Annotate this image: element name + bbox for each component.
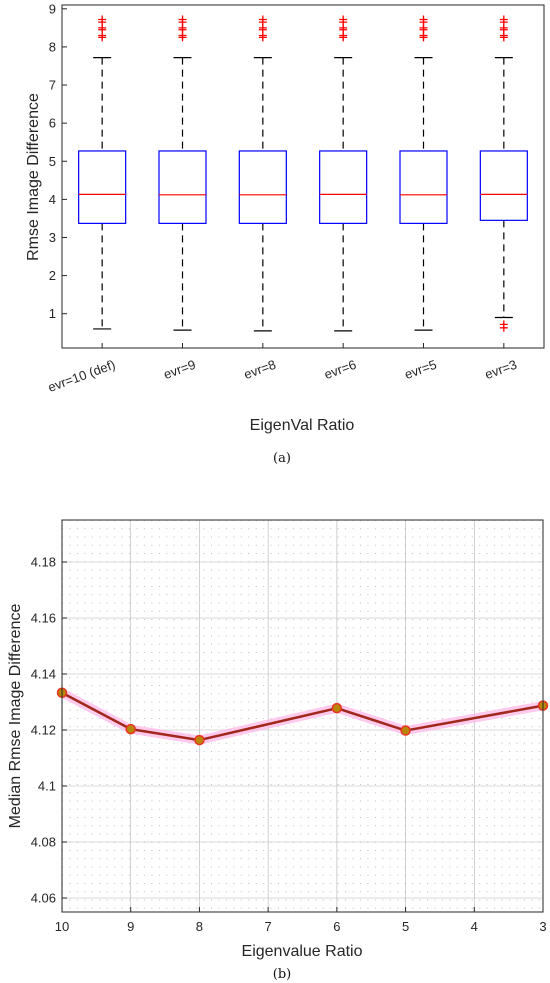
y-tick-label: 4	[49, 192, 56, 207]
x-tick-label: 3	[539, 919, 546, 934]
box	[399, 150, 448, 224]
y-tick-label: 7	[49, 78, 56, 93]
caption-b: (b)	[273, 967, 291, 982]
outlier-marker	[98, 15, 107, 24]
x-tick-label: 9	[127, 919, 134, 934]
box-group	[319, 15, 368, 332]
series-line	[61, 691, 544, 742]
box	[319, 150, 368, 224]
box-group	[479, 15, 528, 332]
box-group	[399, 15, 448, 331]
x-tick-label: evr=3	[483, 357, 519, 382]
line-chart: 4.06 4.08 4.1 4.12 4.14 4.16 4.18 10 9 8 7 6 5 4 3 Me…	[7, 519, 549, 982]
box-group	[78, 15, 127, 330]
box-group	[158, 15, 207, 331]
data-point-marker	[400, 725, 411, 736]
data-point-marker	[331, 702, 343, 714]
y-tick-label: 8	[49, 39, 56, 54]
box	[158, 150, 207, 224]
x-axis-label: Eigenvalue Ratio	[242, 943, 363, 960]
y-tick-label: 1	[49, 306, 56, 321]
outlier-marker	[178, 15, 187, 24]
x-tick-label: evr=6	[322, 357, 358, 382]
outlier-marker	[258, 15, 267, 24]
y-tick-label: 6	[49, 116, 56, 131]
x-axis-label: EigenVal Ratio	[250, 417, 355, 434]
y-tick-label: 4.1	[38, 779, 56, 794]
data-point-marker	[125, 723, 136, 735]
outlier-marker	[499, 15, 508, 24]
y-tick-label: 4.18	[31, 555, 56, 570]
box-group	[238, 15, 287, 332]
y-tick-label: 4.08	[31, 835, 56, 850]
boxplot-chart: 1 2 3 4 5 6 7 8 9 evr=10 (def) evr=9 evr=8 evr=6 evr…	[25, 1, 545, 466]
y-tick-label: 4.12	[31, 723, 56, 738]
y-tick-label: 9	[49, 1, 56, 16]
outlier-marker	[499, 320, 508, 329]
y-axis-label: Median Rmse Image Difference	[7, 604, 24, 829]
x-tick-label: evr=9	[161, 357, 197, 382]
box	[479, 150, 528, 221]
y-tick-label: 2	[49, 268, 56, 283]
x-tick-label: 8	[196, 919, 203, 934]
outlier-marker	[339, 15, 348, 24]
x-tick-label: evr=8	[242, 357, 278, 382]
y-tick-label: 4.16	[31, 611, 56, 626]
outlier-marker	[419, 15, 428, 24]
box	[238, 150, 287, 224]
data-point-marker	[194, 734, 205, 746]
x-tick-label: 7	[265, 919, 272, 934]
x-tick-label: 10	[55, 919, 69, 934]
y-tick-label: 3	[49, 230, 56, 245]
x-tick-label: 4	[471, 919, 478, 934]
caption-a: (a)	[273, 451, 291, 466]
y-axis-label: Rmse Image Difference	[25, 93, 42, 261]
plot-area-frame	[61, 519, 544, 913]
y-tick-label: 4.14	[31, 667, 56, 682]
y-tick-label: 4.06	[31, 891, 56, 906]
x-tick-label: 5	[402, 919, 409, 934]
y-tick-label: 5	[49, 154, 56, 169]
plot-area-frame	[61, 4, 545, 349]
box	[78, 150, 127, 224]
x-tick-label: evr=5	[402, 357, 438, 382]
x-tick-label: evr=10 (def)	[46, 357, 117, 395]
x-tick-label: 6	[333, 919, 340, 934]
